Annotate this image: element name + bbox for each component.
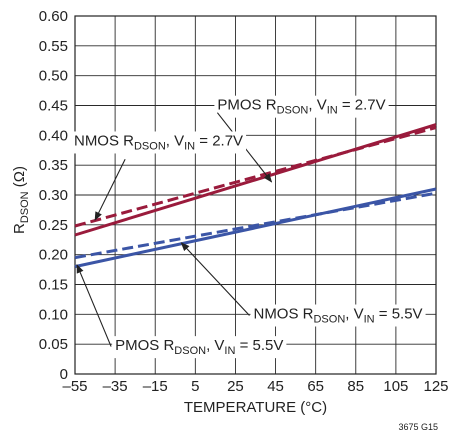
tick-labels: –55 –35 –15 5 25 45 65 85 105 125 0 0.05 0.10 0.15 0.2… bbox=[39, 8, 449, 395]
annotation-label-part: = 2.7V bbox=[195, 132, 243, 149]
annotation-nmos55: NMOS RDSON, VIN = 5.5V bbox=[180, 242, 426, 327]
y-tick-label: 0.50 bbox=[39, 68, 68, 85]
annotation-label: NMOS RDSON, VIN = 5.5V bbox=[253, 306, 422, 326]
annotation-label-part: , V bbox=[308, 97, 326, 114]
annotation-label: PMOS RDSON, VIN = 2.7V bbox=[217, 97, 385, 117]
y-axis-title-subscript: DSON bbox=[19, 191, 31, 223]
x-tick-label: 125 bbox=[423, 378, 448, 395]
annotation-arrow bbox=[94, 158, 126, 221]
annotation-arrow bbox=[76, 263, 112, 347]
annotation-label-bg bbox=[112, 336, 287, 359]
y-axis-title-unit: (Ω) bbox=[11, 166, 28, 191]
annotation-label-bg bbox=[70, 131, 247, 154]
y-tick-label: 0.25 bbox=[39, 217, 68, 234]
y-tick-label: 0 bbox=[60, 366, 68, 383]
series-layer bbox=[74, 123, 437, 269]
y-tick-label: 0.05 bbox=[39, 336, 68, 353]
annotation-pmos55: PMOS RDSON, VIN = 5.5V bbox=[76, 263, 287, 359]
annotation-arrow bbox=[180, 242, 250, 316]
annotation-label-subscript: DSON bbox=[277, 105, 309, 117]
annotation-label-subscript: DSON bbox=[134, 140, 166, 152]
y-tick-label: 0.55 bbox=[39, 38, 68, 55]
annotation-label-subscript: IN bbox=[327, 105, 338, 117]
annotation-label-bg bbox=[250, 304, 426, 327]
figure-id: 3675 G15 bbox=[398, 422, 438, 432]
y-tick-label: 0.10 bbox=[39, 306, 68, 323]
y-tick-label: 0.40 bbox=[39, 127, 68, 144]
annotation-nmos27: NMOS RDSON, VIN = 2.7V bbox=[70, 131, 247, 221]
x-tick-label: 25 bbox=[227, 378, 244, 395]
annotation-label-part: = 5.5V bbox=[375, 306, 423, 323]
y-tick-label: 0.20 bbox=[39, 247, 68, 264]
x-tick-label: 105 bbox=[383, 378, 408, 395]
annotation-label-subscript: IN bbox=[224, 345, 235, 357]
annotation-label-subscript: IN bbox=[184, 140, 195, 152]
series-line-pmos55 bbox=[74, 187, 437, 269]
annotation-label-part: , V bbox=[206, 337, 224, 354]
annotation-label-part: NMOS R bbox=[253, 306, 313, 323]
series-line-nmos55 bbox=[74, 191, 437, 260]
plot-frame-rect bbox=[74, 15, 437, 375]
annotation-label-subscript: DSON bbox=[313, 314, 345, 326]
x-tick-label: –55 bbox=[62, 378, 87, 395]
annotation-label-part: = 2.7V bbox=[338, 97, 386, 114]
annotation-label: PMOS RDSON, VIN = 5.5V bbox=[115, 337, 283, 357]
annotation-label-part: , V bbox=[166, 132, 184, 149]
annotation-label-bg bbox=[214, 95, 389, 118]
series-line-nmos27 bbox=[74, 126, 437, 228]
annotation-label-part: = 5.5V bbox=[235, 337, 283, 354]
x-tick-label: –35 bbox=[103, 378, 128, 395]
x-tick-label: 5 bbox=[191, 378, 199, 395]
annotation-label-subscript: DSON bbox=[174, 345, 206, 357]
x-tick-label: 45 bbox=[267, 378, 284, 395]
plot-frame bbox=[74, 15, 437, 375]
y-tick-label: 0.45 bbox=[39, 98, 68, 115]
y-tick-label: 0.15 bbox=[39, 277, 68, 294]
y-axis-title: RDSON (Ω) bbox=[11, 166, 31, 234]
y-tick-label: 0.30 bbox=[39, 187, 68, 204]
y-tick-label: 0.60 bbox=[39, 8, 68, 25]
annotation-label-part: , V bbox=[345, 306, 363, 323]
annotation-label-part: PMOS R bbox=[217, 97, 276, 114]
x-tick-label: 65 bbox=[307, 378, 324, 395]
annotation-label-part: PMOS R bbox=[115, 337, 174, 354]
annotation-pmos27: PMOS RDSON, VIN = 2.7V bbox=[214, 95, 389, 183]
x-tick-label: –15 bbox=[143, 378, 168, 395]
annotation-label-subscript: IN bbox=[364, 314, 375, 326]
y-axis-title-main: R bbox=[11, 223, 28, 234]
y-tick-label: 0.35 bbox=[39, 157, 68, 174]
annotation-label-part: NMOS R bbox=[74, 132, 134, 149]
annotation-label: NMOS RDSON, VIN = 2.7V bbox=[74, 132, 243, 152]
x-axis-title: TEMPERATURE (°C) bbox=[184, 399, 327, 416]
x-tick-label: 85 bbox=[347, 378, 364, 395]
